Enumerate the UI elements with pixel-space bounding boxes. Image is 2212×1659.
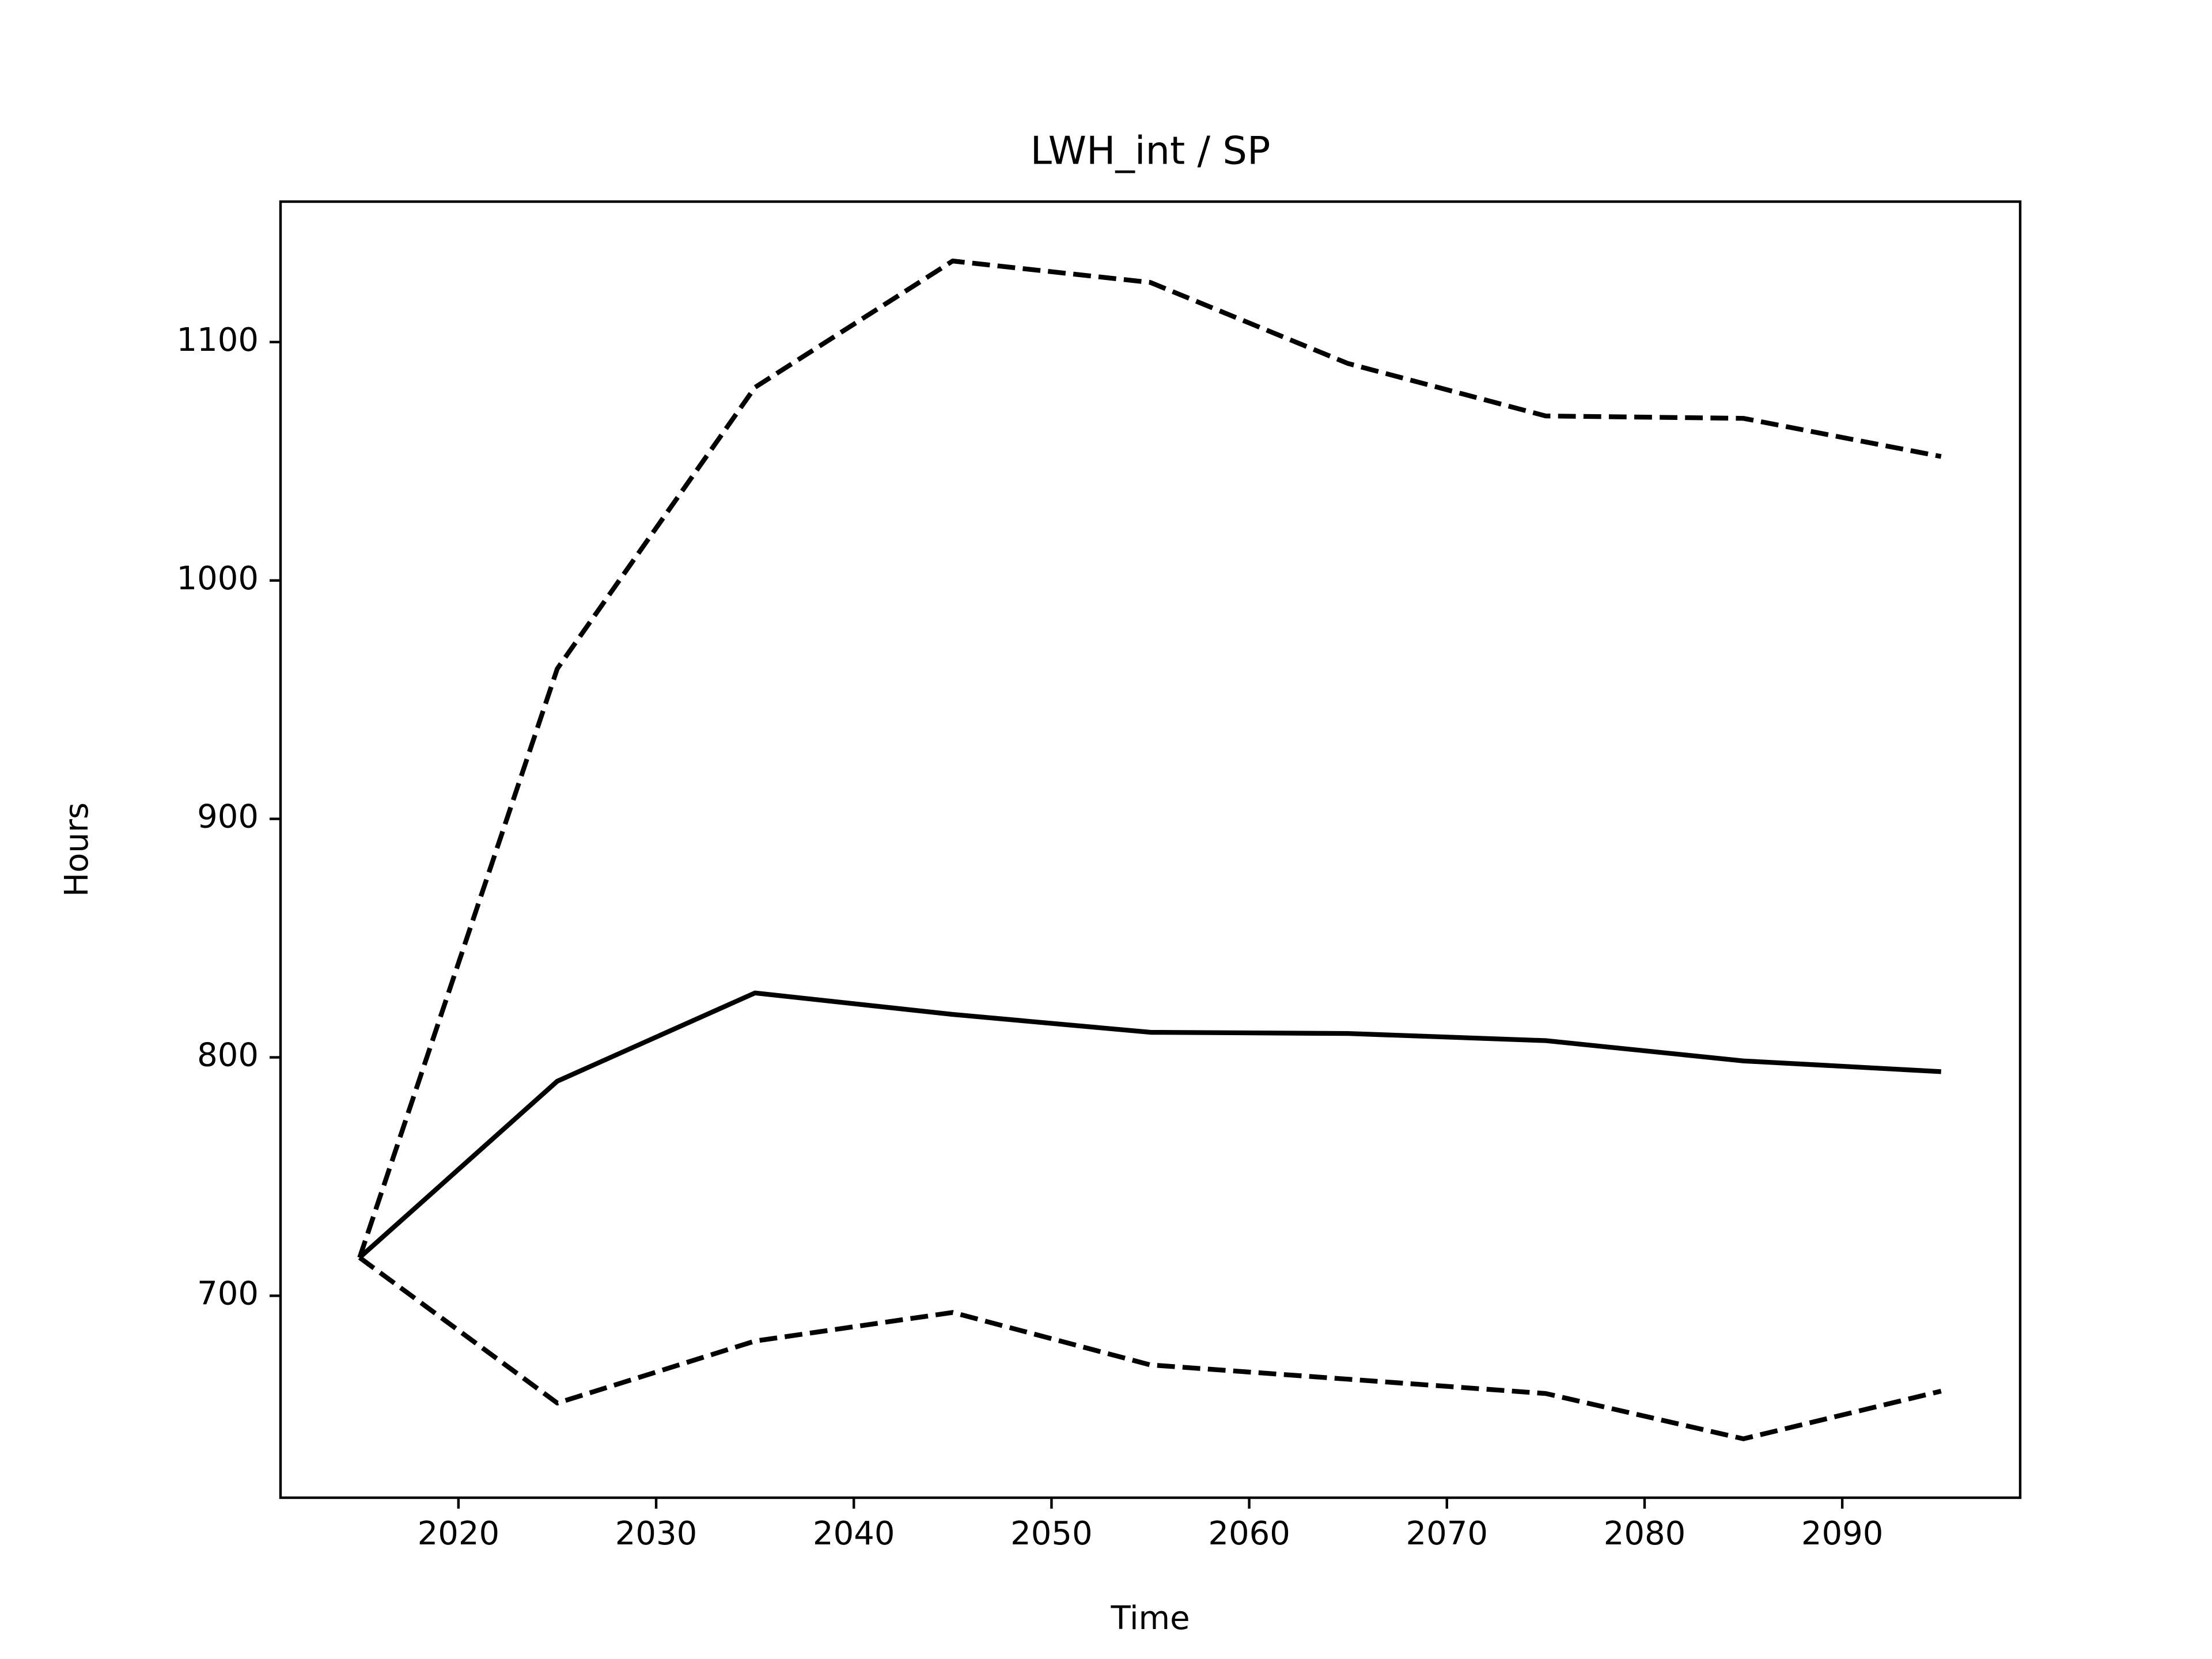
x-tick-label: 2040: [813, 1515, 895, 1552]
x-tick-label: 2030: [615, 1515, 698, 1552]
y-tick-label: 1100: [176, 321, 259, 359]
plot-frame: [279, 200, 2022, 1499]
y-tick-label: 800: [197, 1037, 259, 1074]
y-axis-label: Hours: [58, 802, 96, 897]
chart-title: LWH_int / SP: [1031, 128, 1271, 173]
series-line: [357, 258, 1942, 1259]
y-tick-label: 700: [197, 1275, 259, 1313]
x-axis-label: Time: [1110, 1600, 1190, 1637]
x-tick-label: 2050: [1010, 1515, 1093, 1552]
y-tick-label: 900: [197, 798, 259, 836]
x-tick-label: 2070: [1406, 1515, 1488, 1552]
x-tick-label: 2020: [418, 1515, 500, 1552]
y-tick-label: 1000: [176, 560, 259, 597]
x-tick-label: 2090: [1801, 1515, 1884, 1552]
series-line: [358, 1255, 1942, 1441]
x-tick-label: 2080: [1604, 1515, 1686, 1552]
x-tick-label: 2060: [1208, 1515, 1290, 1552]
series-line: [358, 990, 1941, 1260]
